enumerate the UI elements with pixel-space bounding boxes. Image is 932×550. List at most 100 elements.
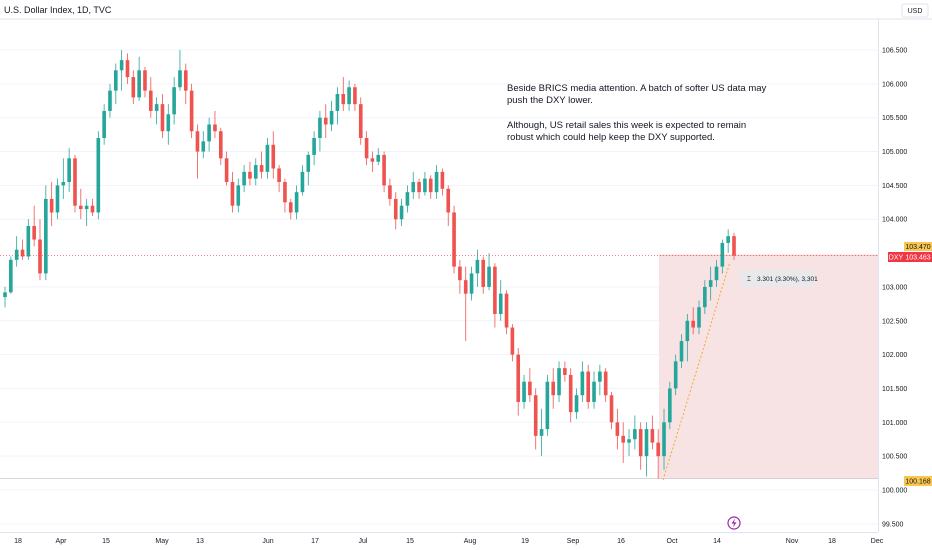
candle bbox=[318, 110, 322, 152]
candle bbox=[708, 266, 713, 301]
candle bbox=[732, 232, 736, 260]
candle bbox=[522, 374, 526, 409]
candle-body bbox=[568, 374, 573, 413]
candle-body bbox=[708, 280, 713, 287]
candle bbox=[323, 104, 328, 138]
candle bbox=[189, 83, 194, 138]
candle bbox=[563, 361, 567, 382]
candle bbox=[213, 110, 217, 138]
low-price-tag-text: 100.168 bbox=[905, 479, 930, 486]
candle bbox=[283, 178, 287, 213]
candle-body bbox=[504, 293, 509, 328]
candle-body bbox=[673, 361, 678, 389]
candle bbox=[131, 70, 136, 105]
candle bbox=[528, 368, 532, 402]
candle bbox=[411, 171, 416, 199]
candle bbox=[603, 368, 608, 402]
candle bbox=[720, 239, 725, 274]
candle-body bbox=[493, 266, 497, 314]
symbol-title: U.S. Dollar Index, 1D, TVC bbox=[4, 5, 112, 15]
candle-body bbox=[323, 117, 328, 125]
candle bbox=[469, 266, 474, 301]
candle bbox=[178, 50, 182, 91]
candle-body bbox=[131, 77, 136, 98]
candle bbox=[195, 124, 200, 179]
candle-body bbox=[341, 94, 346, 105]
candle bbox=[230, 171, 235, 213]
x-tick-label: 17 bbox=[311, 538, 319, 545]
candle bbox=[79, 188, 83, 220]
candle bbox=[598, 364, 602, 396]
candle bbox=[423, 171, 427, 196]
candle-body bbox=[79, 205, 83, 210]
candle-body bbox=[44, 198, 48, 274]
candle bbox=[609, 391, 614, 430]
candle-body bbox=[522, 381, 526, 402]
x-tick-label: Jul bbox=[359, 538, 368, 545]
candle bbox=[504, 290, 509, 335]
candle-body bbox=[353, 87, 357, 105]
candle bbox=[428, 175, 433, 199]
candle-body bbox=[498, 293, 503, 314]
candle bbox=[376, 148, 381, 166]
candle bbox=[73, 154, 77, 213]
candle bbox=[714, 259, 719, 287]
candle-body bbox=[265, 144, 270, 172]
candle bbox=[557, 361, 561, 402]
high-price-tag bbox=[904, 242, 932, 251]
candle-body bbox=[685, 320, 690, 342]
candle bbox=[393, 192, 398, 230]
candle-body bbox=[533, 395, 538, 436]
candle bbox=[154, 97, 159, 125]
candle-body bbox=[108, 90, 112, 111]
candle bbox=[621, 422, 625, 463]
candle bbox=[108, 83, 112, 118]
candle bbox=[440, 168, 445, 196]
last-price-tag-text: 103.463 bbox=[905, 255, 930, 262]
candle bbox=[207, 117, 211, 152]
candle bbox=[580, 361, 585, 402]
candle bbox=[148, 77, 153, 118]
candle bbox=[627, 429, 631, 457]
x-tick-label: 15 bbox=[102, 538, 110, 545]
candle-body bbox=[563, 368, 567, 375]
candle-body bbox=[67, 158, 71, 182]
price-range-measure-box[interactable] bbox=[659, 255, 878, 479]
candle bbox=[96, 131, 101, 220]
candle-body bbox=[248, 171, 252, 179]
candle bbox=[539, 408, 544, 457]
candle-body bbox=[644, 429, 649, 457]
candle-body bbox=[335, 94, 340, 111]
candle bbox=[475, 249, 480, 287]
candle-body bbox=[399, 205, 404, 220]
candle-body bbox=[160, 104, 165, 132]
x-tick-label: 19 bbox=[521, 538, 529, 545]
candle-body bbox=[539, 429, 544, 436]
candle bbox=[568, 368, 573, 423]
x-tick-label: Apr bbox=[56, 538, 68, 545]
candle bbox=[498, 280, 503, 321]
x-tick-label: Nov bbox=[786, 538, 799, 545]
candle bbox=[341, 77, 346, 111]
candle-body bbox=[732, 236, 736, 256]
candle-body bbox=[598, 371, 602, 382]
candle-body bbox=[306, 154, 311, 172]
candles bbox=[3, 50, 736, 479]
candle-body bbox=[720, 242, 725, 267]
candle-body bbox=[119, 60, 124, 71]
annotation-line-2: push the DXY lower. bbox=[507, 95, 593, 106]
candle bbox=[679, 334, 684, 369]
candle bbox=[183, 63, 188, 105]
currency-selector[interactable] bbox=[901, 3, 929, 18]
candle-body bbox=[183, 70, 188, 91]
candle bbox=[44, 185, 48, 281]
high-price-tag-text: 103.470 bbox=[905, 244, 930, 251]
candle-body bbox=[714, 266, 719, 281]
candle-body bbox=[277, 168, 281, 182]
candle-body bbox=[638, 429, 643, 457]
candle bbox=[446, 185, 451, 226]
y-tick-label: 99.500 bbox=[882, 521, 904, 528]
candle bbox=[14, 236, 19, 267]
candle-body bbox=[114, 70, 118, 91]
